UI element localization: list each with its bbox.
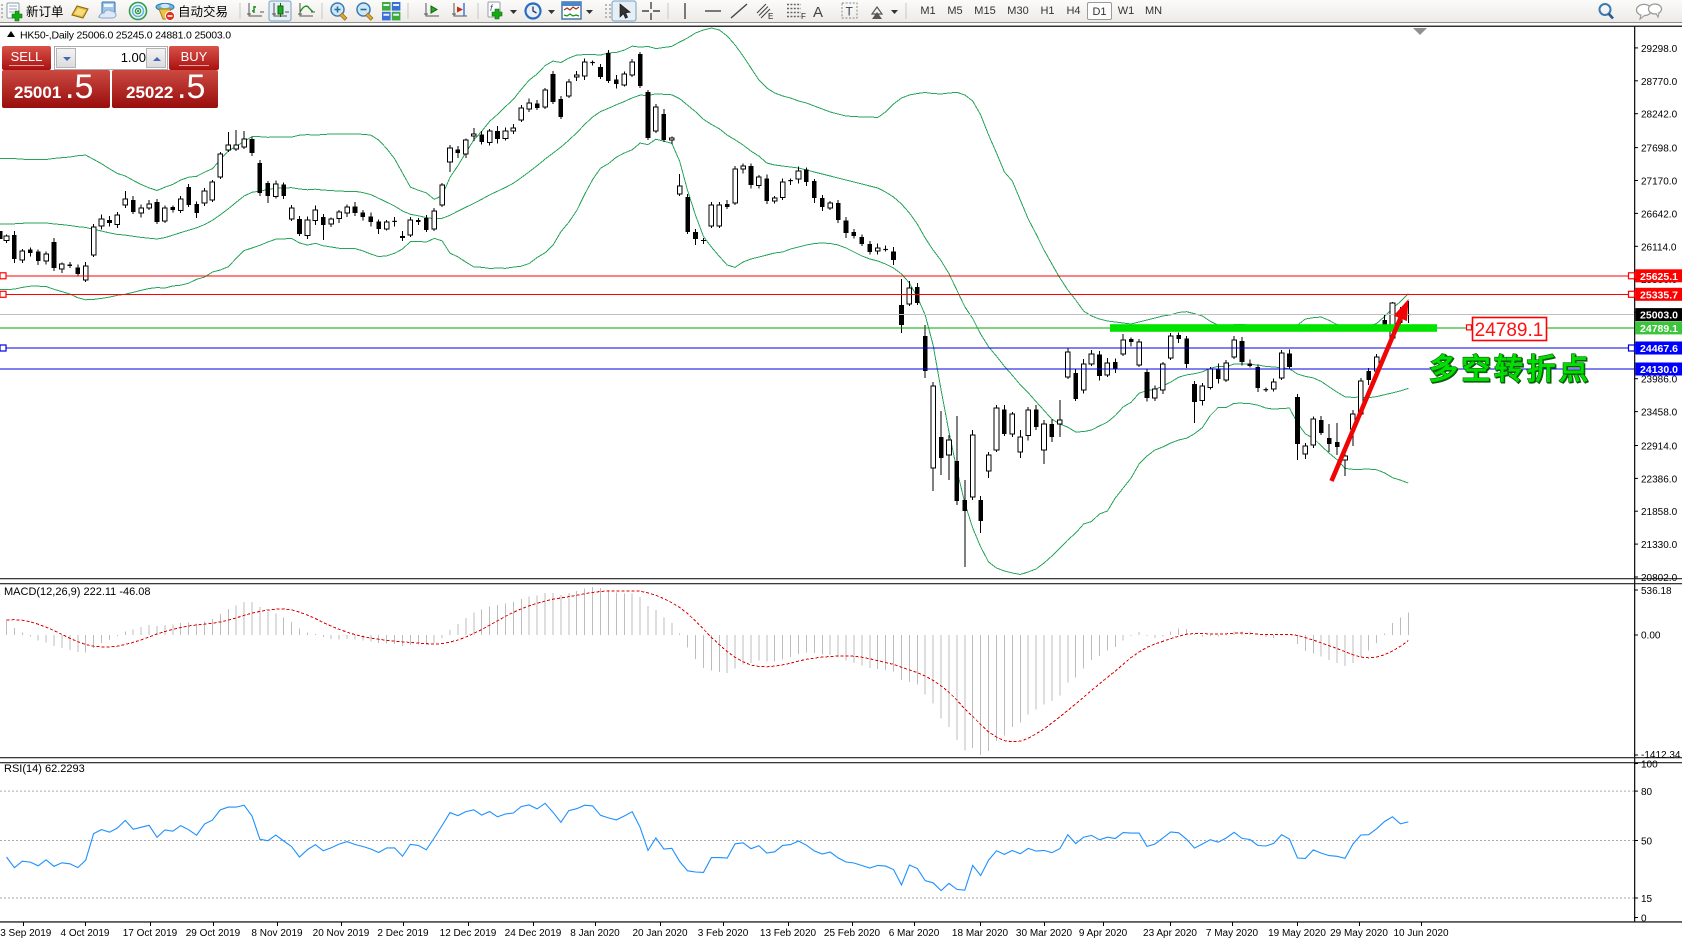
svg-text:E: E bbox=[768, 12, 773, 21]
svg-text:26642.0: 26642.0 bbox=[1641, 209, 1678, 220]
svg-text:80: 80 bbox=[1641, 787, 1653, 798]
svg-text:-1412.34: -1412.34 bbox=[1641, 750, 1681, 761]
svg-text:26114.0: 26114.0 bbox=[1641, 242, 1677, 253]
svg-text:17 Oct 2019: 17 Oct 2019 bbox=[123, 928, 178, 939]
svg-text:8 Jan 2020: 8 Jan 2020 bbox=[570, 928, 620, 939]
svg-text:50: 50 bbox=[1641, 837, 1653, 848]
svg-text:F: F bbox=[801, 12, 806, 21]
svg-text:9 Apr 2020: 9 Apr 2020 bbox=[1079, 928, 1128, 939]
svg-text:15: 15 bbox=[1641, 894, 1653, 905]
svg-text:22386.0: 22386.0 bbox=[1641, 474, 1678, 485]
svg-text:6 Mar 2020: 6 Mar 2020 bbox=[889, 928, 940, 939]
svg-text:30 Mar 2020: 30 Mar 2020 bbox=[1016, 928, 1073, 939]
svg-text:A: A bbox=[813, 4, 823, 21]
svg-text:23 Sep 2019: 23 Sep 2019 bbox=[0, 928, 52, 939]
svg-text:7 May 2020: 7 May 2020 bbox=[1206, 928, 1259, 939]
svg-text:24467.6: 24467.6 bbox=[1640, 343, 1678, 355]
svg-text:2 Dec 2019: 2 Dec 2019 bbox=[377, 928, 429, 939]
svg-text:29 May 2020: 29 May 2020 bbox=[1330, 928, 1388, 939]
svg-text:3 Feb 2020: 3 Feb 2020 bbox=[698, 928, 749, 939]
svg-text:20 Nov 2019: 20 Nov 2019 bbox=[313, 928, 370, 939]
svg-text:T: T bbox=[846, 5, 854, 19]
svg-text:24789.1: 24789.1 bbox=[1475, 320, 1544, 341]
svg-text:20802.0: 20802.0 bbox=[1641, 573, 1678, 584]
svg-text:25 Feb 2020: 25 Feb 2020 bbox=[824, 928, 881, 939]
svg-text:23986.0: 23986.0 bbox=[1641, 375, 1678, 386]
svg-text:23 Apr 2020: 23 Apr 2020 bbox=[1143, 928, 1197, 939]
svg-text:19 May 2020: 19 May 2020 bbox=[1268, 928, 1326, 939]
svg-text:25625.1: 25625.1 bbox=[1640, 271, 1678, 283]
svg-text:MACD(12,26,9) 222.11 -46.08: MACD(12,26,9) 222.11 -46.08 bbox=[4, 586, 151, 598]
svg-text:4 Oct 2019: 4 Oct 2019 bbox=[61, 928, 110, 939]
svg-text:13 Feb 2020: 13 Feb 2020 bbox=[760, 928, 817, 939]
svg-text:100: 100 bbox=[1641, 760, 1658, 771]
svg-text:21330.0: 21330.0 bbox=[1641, 540, 1678, 551]
svg-text:21858.0: 21858.0 bbox=[1641, 507, 1678, 518]
svg-text:536.18: 536.18 bbox=[1641, 586, 1672, 597]
svg-text:0.00: 0.00 bbox=[1641, 631, 1661, 642]
svg-text:23458.0: 23458.0 bbox=[1641, 408, 1678, 419]
svg-text:28770.0: 28770.0 bbox=[1641, 77, 1678, 88]
svg-text:27170.0: 27170.0 bbox=[1641, 177, 1678, 188]
svg-text:24789.1: 24789.1 bbox=[1640, 323, 1678, 335]
svg-text:28242.0: 28242.0 bbox=[1641, 110, 1678, 121]
svg-text:27698.0: 27698.0 bbox=[1641, 144, 1678, 155]
svg-text:25335.7: 25335.7 bbox=[1640, 289, 1678, 301]
svg-text:HK50-,Daily 25006.0 25245.0 2: HK50-,Daily 25006.0 25245.0 24881.0 2500… bbox=[20, 30, 231, 42]
svg-text:20 Jan 2020: 20 Jan 2020 bbox=[632, 928, 687, 939]
svg-text:0: 0 bbox=[1641, 914, 1647, 925]
svg-text:自动交易: 自动交易 bbox=[178, 4, 228, 19]
svg-text:25003.0: 25003.0 bbox=[1640, 310, 1678, 322]
svg-text:24 Dec 2019: 24 Dec 2019 bbox=[505, 928, 562, 939]
svg-text:f: f bbox=[490, 3, 494, 13]
svg-text:18 Mar 2020: 18 Mar 2020 bbox=[952, 928, 1009, 939]
svg-text:8 Nov 2019: 8 Nov 2019 bbox=[251, 928, 303, 939]
svg-text:RSI(14) 62.2293: RSI(14) 62.2293 bbox=[4, 763, 85, 775]
svg-text:24130.0: 24130.0 bbox=[1640, 364, 1678, 376]
svg-text:22914.0: 22914.0 bbox=[1641, 442, 1678, 453]
svg-text:10 Jun 2020: 10 Jun 2020 bbox=[1393, 928, 1448, 939]
svg-text:多空转折点: 多空转折点 bbox=[1429, 352, 1592, 386]
svg-text:29 Oct 2019: 29 Oct 2019 bbox=[186, 928, 241, 939]
svg-text:新订单: 新订单 bbox=[26, 4, 64, 19]
svg-text:12 Dec 2019: 12 Dec 2019 bbox=[440, 928, 497, 939]
svg-text:29298.0: 29298.0 bbox=[1641, 44, 1678, 55]
